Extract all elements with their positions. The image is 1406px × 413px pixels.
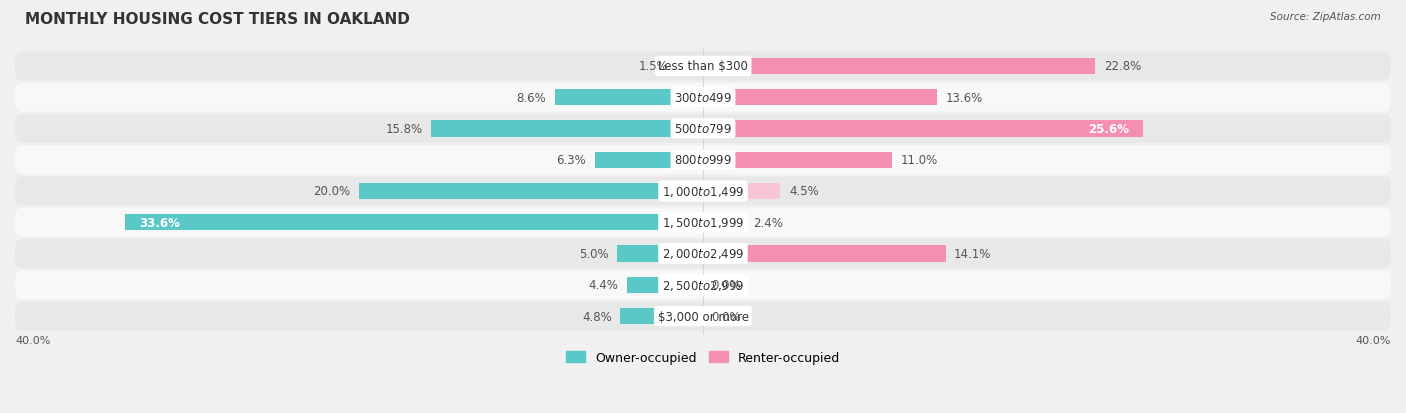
FancyBboxPatch shape xyxy=(15,240,1391,268)
Text: 40.0%: 40.0% xyxy=(1355,336,1391,346)
Bar xyxy=(359,183,703,199)
FancyBboxPatch shape xyxy=(15,302,1391,330)
Text: 2.4%: 2.4% xyxy=(752,216,783,229)
Text: 5.0%: 5.0% xyxy=(579,247,609,260)
Bar xyxy=(678,59,703,75)
Text: Source: ZipAtlas.com: Source: ZipAtlas.com xyxy=(1270,12,1381,22)
Text: 15.8%: 15.8% xyxy=(385,123,423,135)
Bar xyxy=(703,183,780,199)
Text: $800 to $999: $800 to $999 xyxy=(673,154,733,167)
Text: $2,500 to $2,999: $2,500 to $2,999 xyxy=(662,278,744,292)
Text: 8.6%: 8.6% xyxy=(517,91,547,104)
Text: $500 to $799: $500 to $799 xyxy=(673,123,733,135)
Bar xyxy=(627,277,703,293)
Text: 25.6%: 25.6% xyxy=(1088,123,1129,135)
Bar xyxy=(703,121,1143,137)
Text: MONTHLY HOUSING COST TIERS IN OAKLAND: MONTHLY HOUSING COST TIERS IN OAKLAND xyxy=(25,12,411,27)
Text: 20.0%: 20.0% xyxy=(314,185,350,198)
FancyBboxPatch shape xyxy=(15,271,1391,299)
Text: 1.5%: 1.5% xyxy=(638,60,669,73)
Text: 0.0%: 0.0% xyxy=(711,279,741,292)
FancyBboxPatch shape xyxy=(15,208,1391,237)
Text: 22.8%: 22.8% xyxy=(1104,60,1142,73)
Bar xyxy=(703,246,945,262)
Text: $1,500 to $1,999: $1,500 to $1,999 xyxy=(662,216,744,230)
FancyBboxPatch shape xyxy=(15,83,1391,112)
Bar xyxy=(620,308,703,324)
Text: 0.0%: 0.0% xyxy=(711,310,741,323)
Bar xyxy=(595,152,703,169)
Text: 33.6%: 33.6% xyxy=(139,216,180,229)
Text: 13.6%: 13.6% xyxy=(945,91,983,104)
Bar xyxy=(703,59,1095,75)
Text: 14.1%: 14.1% xyxy=(955,247,991,260)
Text: Less than $300: Less than $300 xyxy=(658,60,748,73)
Text: 6.3%: 6.3% xyxy=(557,154,586,167)
Bar xyxy=(703,215,744,231)
Bar xyxy=(703,90,936,106)
Bar xyxy=(617,246,703,262)
Text: 40.0%: 40.0% xyxy=(15,336,51,346)
Text: 11.0%: 11.0% xyxy=(901,154,938,167)
Text: $300 to $499: $300 to $499 xyxy=(673,91,733,104)
FancyBboxPatch shape xyxy=(15,52,1391,81)
Bar xyxy=(703,152,893,169)
Text: $3,000 or more: $3,000 or more xyxy=(658,310,748,323)
Text: 4.5%: 4.5% xyxy=(789,185,818,198)
Bar xyxy=(432,121,703,137)
FancyBboxPatch shape xyxy=(15,115,1391,143)
Text: 4.4%: 4.4% xyxy=(589,279,619,292)
Legend: Owner-occupied, Renter-occupied: Owner-occupied, Renter-occupied xyxy=(561,346,845,369)
Text: $1,000 to $1,499: $1,000 to $1,499 xyxy=(662,185,744,199)
Text: 4.8%: 4.8% xyxy=(582,310,612,323)
Bar xyxy=(555,90,703,106)
Bar xyxy=(125,215,703,231)
FancyBboxPatch shape xyxy=(15,177,1391,206)
Text: $2,000 to $2,499: $2,000 to $2,499 xyxy=(662,247,744,261)
FancyBboxPatch shape xyxy=(15,146,1391,175)
